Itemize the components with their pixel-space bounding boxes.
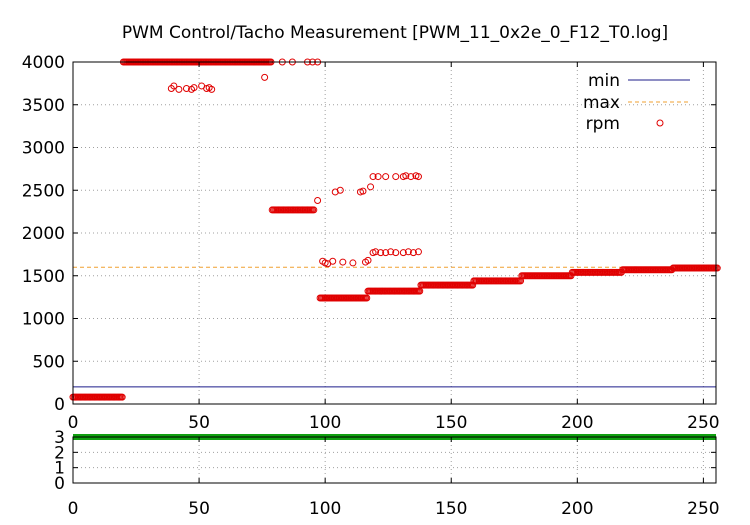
rpm-point xyxy=(407,173,415,181)
rpm-point xyxy=(359,187,367,195)
state-xtick-label: 50 xyxy=(188,499,210,519)
rpm-point xyxy=(404,248,412,256)
rpm-point xyxy=(329,257,337,265)
rpm-point xyxy=(399,249,407,257)
rpm-ytick-label: 4000 xyxy=(22,53,65,73)
rpm-point xyxy=(713,264,721,272)
rpm-ytick-label: 3000 xyxy=(22,139,65,159)
legend-marker-rpm xyxy=(656,119,664,127)
rpm-ytick-label: 3500 xyxy=(22,96,65,116)
rpm-point xyxy=(392,173,400,181)
rpm-point xyxy=(170,82,178,90)
state-ytick-label: 3 xyxy=(54,428,65,448)
rpm-point xyxy=(349,259,357,267)
rpm-point xyxy=(414,248,422,256)
rpm-point xyxy=(182,85,190,93)
rpm-plot-ticks: 0 50 100 150 200 2500500100015002000250030003… xyxy=(22,53,720,433)
state-plot-grid xyxy=(73,437,716,483)
legend-label-rpm: rpm xyxy=(586,114,620,134)
rpm-xtick-label: 150 xyxy=(435,413,467,433)
rpm-xtick-label: 50 xyxy=(188,413,210,433)
state-xtick-label: 250 xyxy=(687,499,719,519)
chart-title: PWM Control/Tacho Measurement [PWM_11_0x… xyxy=(122,23,668,43)
rpm-point xyxy=(336,186,344,194)
rpm-point xyxy=(261,73,269,81)
rpm-plot: 0 50 100 150 200 2500500100015002000250030003… xyxy=(22,53,721,433)
rpm-point xyxy=(339,258,347,266)
rpm-point xyxy=(382,249,390,257)
rpm-ytick-label: 1000 xyxy=(22,310,65,330)
legend-label-min: min xyxy=(588,71,620,91)
state-ytick-label: 2 xyxy=(54,443,65,463)
rpm-point xyxy=(387,248,395,256)
rpm-point xyxy=(409,249,417,257)
rpm-xtick-label: 200 xyxy=(561,413,593,433)
rpm-point xyxy=(382,173,390,181)
rpm-point xyxy=(392,249,400,257)
rpm-point xyxy=(190,84,198,92)
rpm-point xyxy=(372,248,380,256)
rpm-plot-grid xyxy=(73,62,716,404)
rpm-ytick-label: 2000 xyxy=(22,224,65,244)
rpm-point xyxy=(175,85,183,93)
rpm-xtick-label: 100 xyxy=(309,413,341,433)
state-xtick-label: 0 xyxy=(68,499,79,519)
rpm-point xyxy=(363,294,371,302)
state-xtick-label: 150 xyxy=(435,499,467,519)
state-ytick-label: 0 xyxy=(54,474,65,494)
rpm-point xyxy=(367,183,375,191)
rpm-xtick-label: 250 xyxy=(687,413,719,433)
rpm-ytick-label: 500 xyxy=(33,352,65,372)
rpm-xtick-label: 0 xyxy=(68,413,79,433)
legend-label-max: max xyxy=(583,93,620,113)
state-xtick-label: 100 xyxy=(309,499,341,519)
rpm-point xyxy=(369,173,377,181)
rpm-point xyxy=(118,393,126,401)
rpm-point xyxy=(310,206,318,214)
rpm-ytick-label: 0 xyxy=(54,395,65,415)
state-xtick-label: 200 xyxy=(561,499,593,519)
rpm-point xyxy=(414,173,422,181)
rpm-point xyxy=(377,249,385,257)
rpm-point xyxy=(374,173,382,181)
rpm-plot-series xyxy=(69,58,721,401)
state-plot-frame xyxy=(72,436,717,484)
rpm-ytick-label: 2500 xyxy=(22,181,65,201)
rpm-point xyxy=(208,85,216,93)
rpm-point xyxy=(364,256,372,264)
rpm-point xyxy=(402,172,410,180)
rpm-ytick-label: 1500 xyxy=(22,267,65,287)
rpm-point xyxy=(314,197,322,205)
state-ytick-label: 1 xyxy=(54,459,65,479)
